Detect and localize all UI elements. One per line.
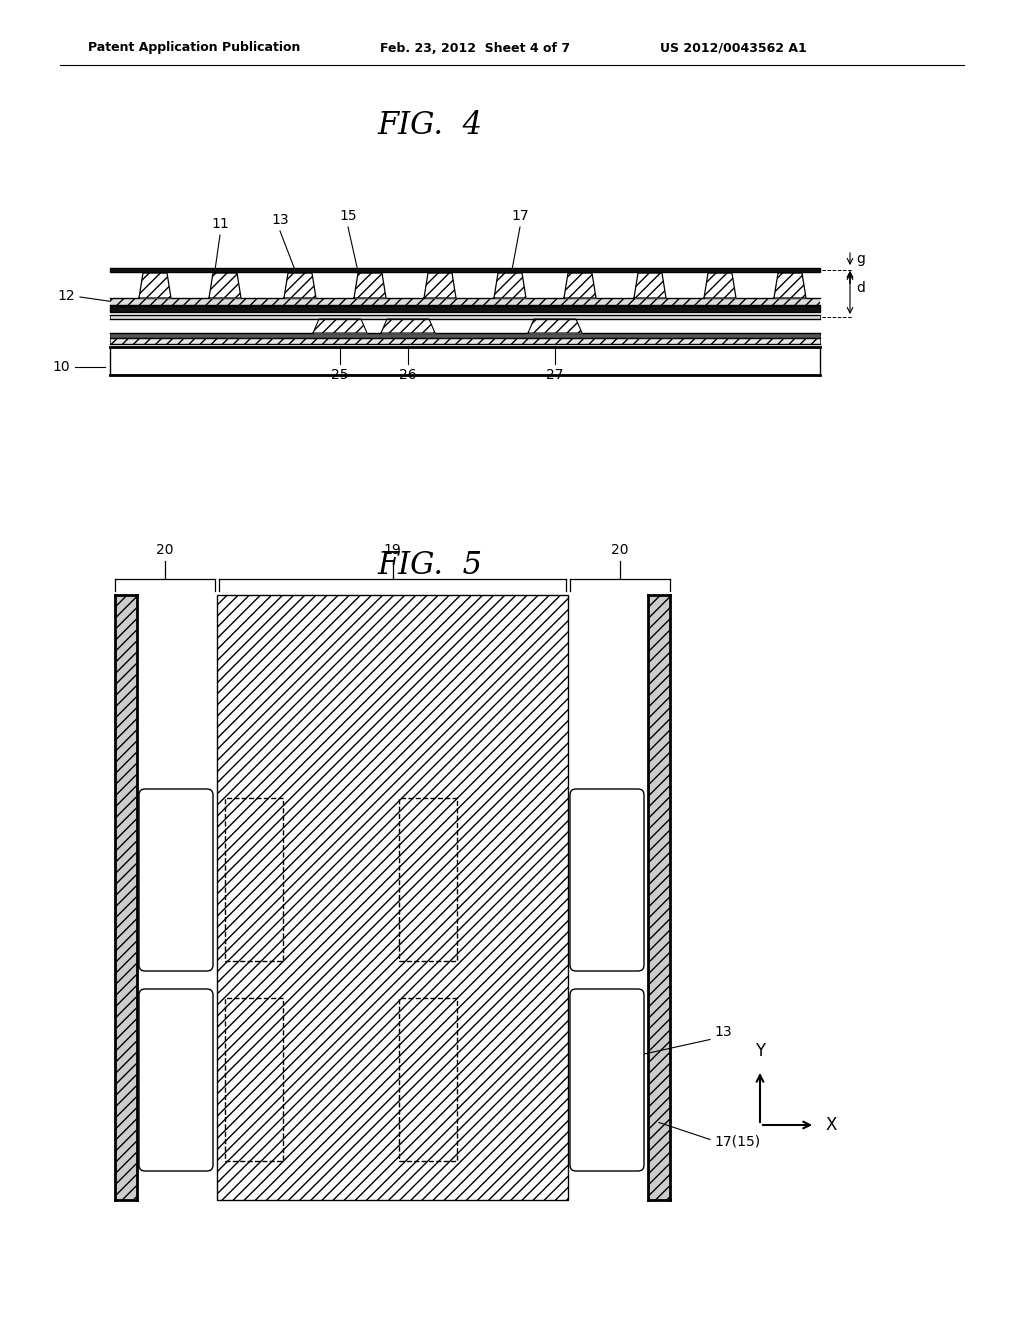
Bar (398, 998, 457, 1162)
FancyBboxPatch shape (570, 989, 644, 1171)
Text: Patent Application Publication: Patent Application Publication (88, 41, 300, 54)
Bar (110, 338, 820, 345)
Text: 15: 15 (339, 209, 356, 223)
Bar (110, 298, 820, 305)
Polygon shape (313, 319, 367, 333)
Bar (110, 333, 820, 338)
Polygon shape (424, 273, 456, 298)
Text: FIG.  4: FIG. 4 (378, 110, 482, 140)
Text: Feb. 23, 2012  Sheet 4 of 7: Feb. 23, 2012 Sheet 4 of 7 (380, 41, 570, 54)
Polygon shape (381, 319, 435, 333)
Bar (110, 268, 820, 272)
Bar (110, 315, 820, 319)
Polygon shape (774, 273, 806, 298)
Text: 19: 19 (384, 543, 401, 557)
Bar (217, 595, 568, 1200)
Text: 13: 13 (271, 213, 289, 227)
Bar (110, 298, 820, 305)
Text: US 2012/0043562 A1: US 2012/0043562 A1 (660, 41, 807, 54)
Bar (115, 595, 137, 1200)
FancyBboxPatch shape (139, 789, 213, 972)
FancyBboxPatch shape (570, 789, 644, 972)
Bar (110, 306, 820, 312)
Text: X: X (825, 1115, 837, 1134)
Polygon shape (494, 273, 526, 298)
Polygon shape (705, 273, 736, 298)
Polygon shape (528, 319, 582, 333)
Text: 10: 10 (52, 360, 70, 374)
Text: 12: 12 (57, 289, 75, 304)
Text: 25: 25 (331, 368, 349, 381)
Text: Y: Y (755, 1041, 765, 1060)
Polygon shape (209, 273, 241, 298)
Text: 20: 20 (611, 543, 629, 557)
Bar (110, 338, 820, 345)
Polygon shape (284, 273, 316, 298)
Text: 27: 27 (546, 368, 564, 381)
Text: 13: 13 (714, 1024, 731, 1039)
Text: g: g (856, 252, 865, 267)
Polygon shape (564, 273, 596, 298)
Text: FIG.  5: FIG. 5 (378, 549, 482, 581)
Polygon shape (634, 273, 666, 298)
Bar (225, 799, 283, 961)
Text: 17: 17 (511, 209, 528, 223)
Text: 20: 20 (157, 543, 174, 557)
Polygon shape (354, 273, 386, 298)
Bar (225, 998, 283, 1162)
Polygon shape (139, 273, 171, 298)
Text: 17(15): 17(15) (714, 1134, 760, 1148)
Bar (648, 595, 670, 1200)
Bar (398, 799, 457, 961)
Bar (110, 347, 820, 375)
Text: d: d (856, 281, 865, 296)
Text: 11: 11 (211, 216, 229, 231)
Text: 26: 26 (399, 368, 417, 381)
FancyBboxPatch shape (139, 989, 213, 1171)
